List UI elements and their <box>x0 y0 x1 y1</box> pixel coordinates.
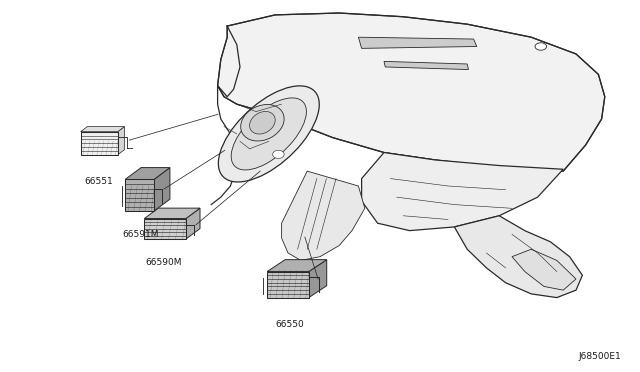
Polygon shape <box>81 126 124 132</box>
Polygon shape <box>125 179 154 211</box>
Polygon shape <box>309 260 327 298</box>
Text: 66550: 66550 <box>275 320 303 329</box>
Polygon shape <box>186 208 200 239</box>
Polygon shape <box>454 216 582 298</box>
Text: J68500E1: J68500E1 <box>578 352 621 361</box>
Polygon shape <box>154 167 170 211</box>
Polygon shape <box>384 61 468 70</box>
Polygon shape <box>358 37 477 48</box>
Polygon shape <box>145 218 186 239</box>
Polygon shape <box>145 208 200 218</box>
Polygon shape <box>125 167 170 179</box>
Polygon shape <box>362 153 563 231</box>
Polygon shape <box>512 249 576 290</box>
Polygon shape <box>218 13 605 171</box>
Text: 66551: 66551 <box>85 177 113 186</box>
Polygon shape <box>268 272 309 298</box>
Ellipse shape <box>250 112 275 134</box>
Polygon shape <box>268 260 327 272</box>
Text: 66590M: 66590M <box>145 257 182 267</box>
Ellipse shape <box>535 43 547 50</box>
Polygon shape <box>81 132 118 155</box>
Ellipse shape <box>231 98 307 170</box>
Ellipse shape <box>218 86 319 182</box>
Polygon shape <box>282 171 365 260</box>
Polygon shape <box>118 126 124 155</box>
Ellipse shape <box>241 105 284 141</box>
Text: 66591M: 66591M <box>122 230 159 239</box>
Ellipse shape <box>273 150 284 158</box>
